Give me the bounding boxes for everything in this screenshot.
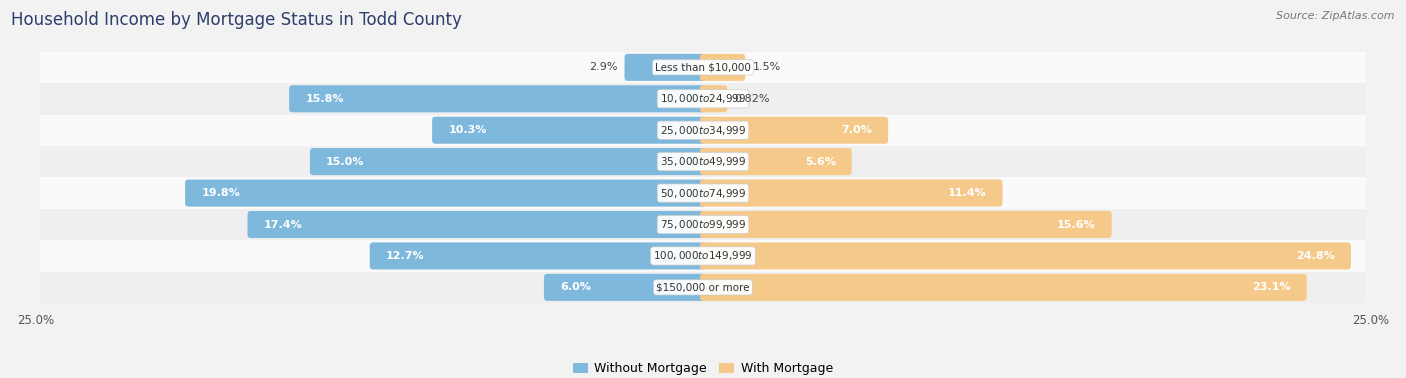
FancyBboxPatch shape: [700, 148, 852, 175]
Text: 2.9%: 2.9%: [589, 62, 617, 72]
FancyBboxPatch shape: [247, 211, 706, 238]
FancyBboxPatch shape: [700, 242, 1351, 270]
FancyBboxPatch shape: [39, 146, 1367, 177]
FancyBboxPatch shape: [700, 180, 1002, 207]
Text: Less than $10,000: Less than $10,000: [655, 62, 751, 72]
Text: Source: ZipAtlas.com: Source: ZipAtlas.com: [1277, 11, 1395, 21]
Text: 15.0%: 15.0%: [326, 156, 364, 167]
FancyBboxPatch shape: [39, 83, 1367, 115]
FancyBboxPatch shape: [186, 180, 706, 207]
FancyBboxPatch shape: [700, 54, 745, 81]
Text: $50,000 to $74,999: $50,000 to $74,999: [659, 187, 747, 200]
FancyBboxPatch shape: [309, 148, 706, 175]
FancyBboxPatch shape: [432, 117, 706, 144]
FancyBboxPatch shape: [624, 54, 706, 81]
FancyBboxPatch shape: [39, 240, 1367, 272]
Text: 12.7%: 12.7%: [385, 251, 425, 261]
Text: 24.8%: 24.8%: [1296, 251, 1334, 261]
Text: 5.6%: 5.6%: [804, 156, 835, 167]
FancyBboxPatch shape: [290, 85, 706, 112]
FancyBboxPatch shape: [700, 274, 1306, 301]
Text: $25,000 to $34,999: $25,000 to $34,999: [659, 124, 747, 137]
FancyBboxPatch shape: [700, 85, 727, 112]
Text: $35,000 to $49,999: $35,000 to $49,999: [659, 155, 747, 168]
Text: 1.5%: 1.5%: [752, 62, 780, 72]
FancyBboxPatch shape: [700, 117, 889, 144]
Text: 7.0%: 7.0%: [841, 125, 872, 135]
Text: $150,000 or more: $150,000 or more: [657, 282, 749, 292]
Text: 15.6%: 15.6%: [1057, 220, 1095, 229]
Text: $10,000 to $24,999: $10,000 to $24,999: [659, 92, 747, 105]
Text: 10.3%: 10.3%: [449, 125, 486, 135]
Legend: Without Mortgage, With Mortgage: Without Mortgage, With Mortgage: [568, 357, 838, 378]
Text: Household Income by Mortgage Status in Todd County: Household Income by Mortgage Status in T…: [11, 11, 463, 29]
FancyBboxPatch shape: [700, 211, 1112, 238]
Text: 23.1%: 23.1%: [1253, 282, 1291, 292]
Text: $75,000 to $99,999: $75,000 to $99,999: [659, 218, 747, 231]
FancyBboxPatch shape: [544, 274, 706, 301]
Text: 15.8%: 15.8%: [305, 94, 343, 104]
FancyBboxPatch shape: [39, 52, 1367, 83]
Text: 11.4%: 11.4%: [948, 188, 987, 198]
FancyBboxPatch shape: [39, 115, 1367, 146]
Text: 0.82%: 0.82%: [735, 94, 770, 104]
Text: 6.0%: 6.0%: [560, 282, 591, 292]
Text: 19.8%: 19.8%: [201, 188, 240, 198]
Text: 25.0%: 25.0%: [1353, 314, 1389, 327]
FancyBboxPatch shape: [370, 242, 706, 270]
FancyBboxPatch shape: [39, 272, 1367, 303]
FancyBboxPatch shape: [39, 209, 1367, 240]
Text: $100,000 to $149,999: $100,000 to $149,999: [654, 249, 752, 262]
FancyBboxPatch shape: [39, 177, 1367, 209]
Text: 25.0%: 25.0%: [17, 314, 53, 327]
Text: 17.4%: 17.4%: [264, 220, 302, 229]
